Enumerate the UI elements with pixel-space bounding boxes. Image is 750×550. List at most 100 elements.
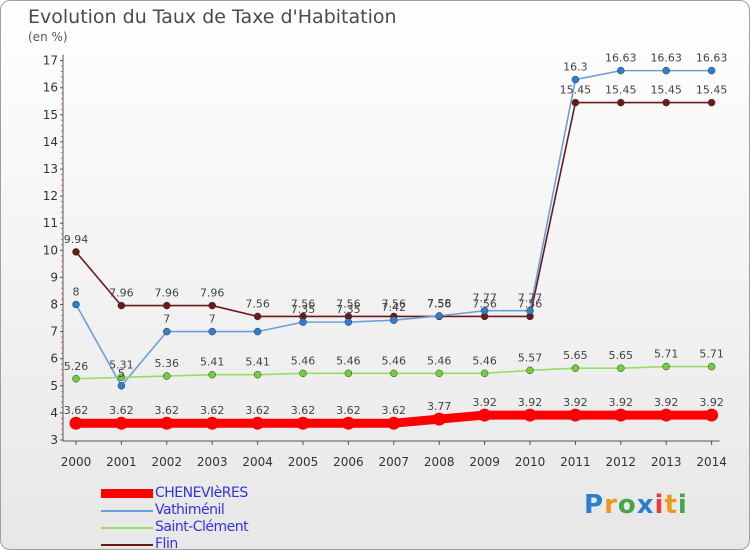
data-point [117,301,126,310]
y-tick-label: 13 [43,162,58,176]
data-point [205,416,219,430]
x-tick-label: 2006 [333,455,364,469]
data-point [617,98,625,107]
y-tick-label: 3 [50,433,58,447]
x-tick-label: 2007 [379,455,410,469]
data-point [571,98,580,107]
data-label: 15.45 [696,84,728,97]
x-tick-label: 2002 [152,455,183,469]
legend-swatch-vathimenil [101,510,153,512]
data-label: 3.62 [109,404,134,417]
data-label: 3.92 [472,396,497,409]
data-point [523,408,537,422]
data-point [253,370,262,379]
data-label: 3.62 [200,404,225,417]
data-point [432,412,446,426]
data-point [344,369,353,378]
y-tick-label: 12 [43,189,58,203]
data-point [253,327,262,336]
data-label: 5.46 [336,354,361,367]
x-tick-label: 2008 [424,455,455,469]
proxiti-logo: Proxiti [584,490,688,520]
data-label: 7.96 [109,287,134,300]
data-label: 7.96 [155,287,180,300]
data-label: 5.41 [245,356,270,369]
data-point [707,66,716,75]
data-point [208,327,216,336]
y-tick-label: 9 [50,270,58,284]
y-tick-label: 15 [43,108,58,122]
data-point [390,316,398,324]
data-label: 5.41 [200,356,225,369]
data-point [163,327,171,336]
data-point [387,416,401,430]
data-label: 3.62 [336,404,361,417]
data-label: 16.63 [605,52,637,65]
data-label: 7.42 [382,301,407,314]
data-point [208,370,216,379]
data-label: 5.71 [699,348,724,361]
chart-title: Evolution du Taux de Taxe d'Habitation [28,6,397,28]
data-label: 9.94 [64,233,89,246]
series-line-1 [75,69,712,387]
legend-swatch-flin [101,544,153,546]
data-point [614,408,628,422]
legend-label: CHENEVIèRES [155,485,248,501]
data-label: 7.77 [518,292,543,305]
data-label: 7.56 [472,297,497,310]
data-label: 15.45 [605,84,637,97]
data-label: 16.63 [696,52,728,65]
data-point [662,66,670,75]
data-label: 5.46 [291,354,316,367]
data-label: 3.92 [563,396,588,409]
data-point [72,248,80,256]
data-point [480,369,489,378]
data-point [208,301,216,310]
data-label: 7.56 [427,297,452,310]
data-label: 3.92 [654,396,679,409]
data-label: 16.3 [563,61,588,74]
data-point [617,364,625,372]
data-label: 3.62 [64,404,89,417]
data-point [117,382,126,390]
unit-label: (en %) [28,30,68,44]
x-tick-label: 2013 [651,455,682,469]
data-label: 5.26 [64,360,89,373]
data-label: 5.36 [155,357,180,370]
legend-label: Saint-Clément [155,519,249,535]
x-tick-label: 2000 [61,455,92,469]
data-point [296,416,310,430]
data-point [526,306,534,315]
data-label: 5.46 [382,354,407,367]
data-label: 8 [73,286,80,299]
y-tick-label: 14 [43,135,58,149]
data-label: 5.46 [472,354,497,367]
data-label: 3.92 [609,396,634,409]
data-label: 7.56 [291,297,316,310]
data-label: 7 [209,313,216,326]
data-point [662,98,670,107]
data-point [72,300,80,309]
data-point [72,375,80,383]
data-label: 3.62 [291,404,316,417]
data-label: 5.65 [563,349,588,362]
x-tick-label: 2003 [197,455,228,469]
x-tick-label: 2012 [606,455,637,469]
data-point [571,364,580,372]
data-label: 7.35 [291,303,316,316]
data-point [435,369,443,378]
data-label: 3.62 [155,404,180,417]
data-label: 3.62 [245,404,270,417]
data-point [478,408,492,422]
data-label: 3.77 [427,400,452,413]
data-point [435,312,443,320]
data-label: 7 [163,313,170,326]
x-tick-label: 2004 [242,455,273,469]
y-tick-label: 10 [43,243,58,257]
series-line-3 [75,101,712,318]
legend-label: Flin [155,536,178,550]
x-tick-label: 2014 [696,455,727,469]
data-point [117,373,126,382]
data-point [390,369,398,378]
